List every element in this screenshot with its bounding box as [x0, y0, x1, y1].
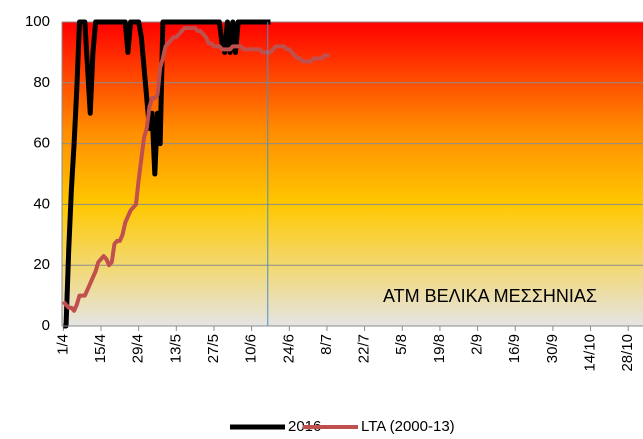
x-tick-label: 8/7	[318, 334, 335, 355]
x-tick-label: 27/5	[205, 334, 222, 363]
y-tick-label: 60	[33, 135, 50, 152]
x-tick-label: 28/10	[619, 334, 636, 372]
y-tick-label: 80	[33, 74, 50, 91]
legend-label: LTA (2000-13)	[361, 418, 455, 435]
y-tick-label: 100	[25, 13, 50, 30]
series-line	[61, 26, 330, 313]
x-tick-label: 16/9	[506, 334, 523, 363]
y-tick-label: 40	[33, 195, 50, 212]
x-tick-label: 19/8	[431, 334, 448, 363]
x-tick-label: 1/4	[54, 334, 71, 355]
y-tick-label: 20	[33, 256, 50, 273]
x-tick-label: 14/10	[582, 334, 599, 372]
y-tick-label: 0	[42, 317, 50, 334]
x-tick-label: 2/9	[469, 334, 486, 355]
x-tick-label: 30/9	[544, 334, 561, 363]
x-tick-label: 29/4	[130, 334, 147, 363]
x-tick-label: 13/5	[167, 334, 184, 363]
x-tick-label: 5/8	[393, 334, 410, 355]
x-tick-label: 10/6	[243, 334, 260, 363]
x-tick-label: 24/6	[280, 334, 297, 363]
plot-background	[62, 22, 643, 326]
x-tick-label: 15/4	[92, 334, 109, 363]
annotation: ΑΤΜ ΒΕΛΙΚΑ ΜΕΣΣΗΝΙΑΣ	[383, 286, 597, 306]
x-tick-label: 22/7	[356, 334, 373, 363]
